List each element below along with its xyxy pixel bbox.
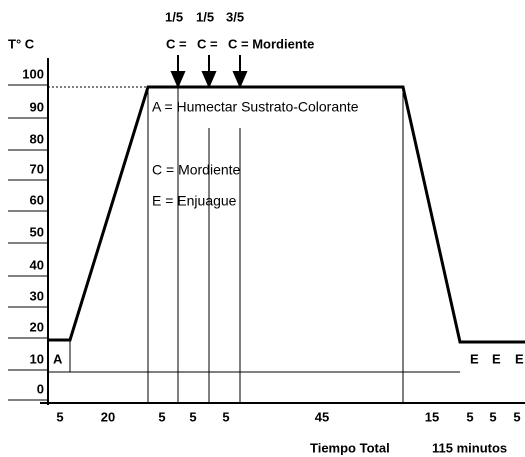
duration: 20 xyxy=(101,409,115,424)
phase-label: E xyxy=(515,351,524,366)
duration: 5 xyxy=(158,409,165,424)
phase-separators xyxy=(69,87,404,403)
phase-label: E xyxy=(492,351,501,366)
duration: 5 xyxy=(489,409,496,424)
fraction: 1/5 xyxy=(165,9,183,24)
top-step: C = xyxy=(166,36,187,51)
y-label: 0 xyxy=(37,381,44,396)
fraction: 1/5 xyxy=(196,9,214,24)
phase-label: E xyxy=(470,351,479,366)
y-label: 100 xyxy=(22,66,44,81)
temperature-profile xyxy=(48,85,525,344)
y-axis-label: T° C xyxy=(8,36,35,51)
annotation: A = Humectar Sustrato-Colorante xyxy=(152,99,359,115)
duration: 5 xyxy=(189,409,196,424)
y-label: 40 xyxy=(30,257,44,272)
top-step: C = xyxy=(197,36,218,51)
annotation: C = Mordiente xyxy=(152,162,241,178)
duration: 45 xyxy=(315,409,329,424)
fraction: 3/5 xyxy=(226,9,244,24)
footer-label: Tiempo Total xyxy=(310,440,390,455)
y-label: 80 xyxy=(30,131,44,146)
y-label: 60 xyxy=(30,192,44,207)
arrows xyxy=(170,55,248,89)
y-label: 50 xyxy=(30,224,44,239)
duration: 5 xyxy=(466,409,473,424)
duration: 5 xyxy=(56,409,63,424)
y-label: 90 xyxy=(30,99,44,114)
y-label: 10 xyxy=(30,351,44,366)
footer-total: 115 minutos xyxy=(432,440,507,455)
duration: 15 xyxy=(425,409,439,424)
phase-label: A xyxy=(53,351,63,366)
y-label: 20 xyxy=(30,319,44,334)
y-label: 30 xyxy=(30,288,44,303)
duration: 5 xyxy=(513,409,520,424)
duration: 5 xyxy=(222,409,229,424)
top-step: C = Mordiente xyxy=(228,36,314,51)
y-label: 70 xyxy=(30,161,44,176)
annotation: E = Enjuague xyxy=(152,193,237,209)
